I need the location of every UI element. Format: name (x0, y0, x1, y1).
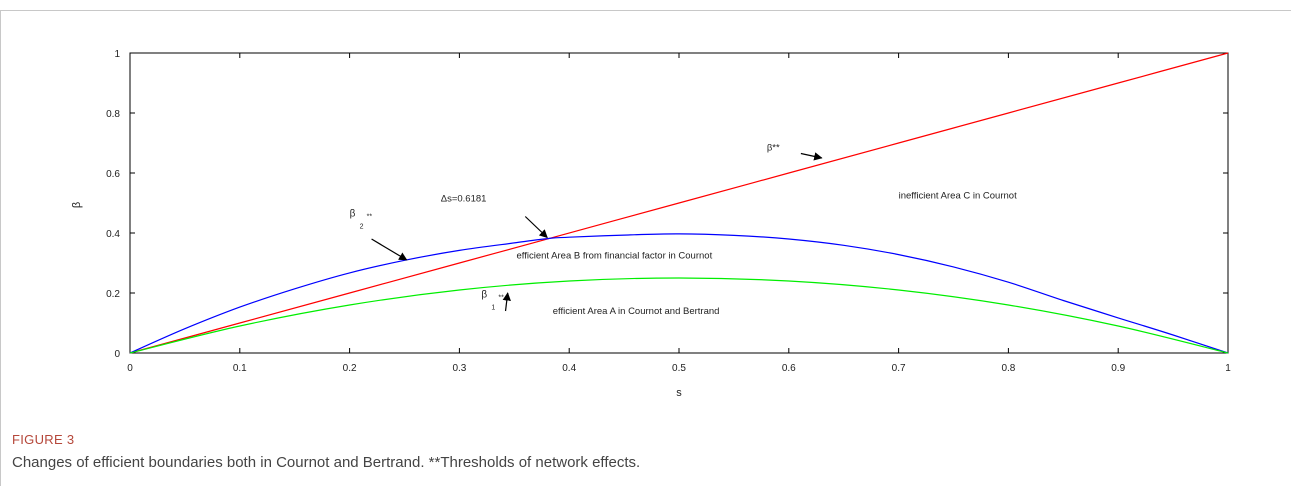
x-tick-label: 0.6 (782, 363, 796, 374)
y-tick-label: 1 (114, 49, 120, 60)
annotations-group: β**Δs=0.6181 inefficient Area C in Courno… (350, 143, 1017, 318)
arrows-group (371, 152, 823, 312)
figure-frame (0, 10, 1291, 486)
x-tick-label: 0.3 (452, 363, 466, 374)
beta-subscript: 2 (360, 224, 364, 231)
beta-superscript: ** (498, 295, 504, 302)
figure-label: FIGURE 3 (12, 432, 75, 447)
beta-subscript: 1 (491, 305, 495, 312)
x-tick-label: 0.1 (233, 363, 247, 374)
x-tick-label: 0.9 (1111, 363, 1125, 374)
series-green-curve (129, 277, 1229, 354)
y-tick-label: 0.6 (106, 169, 120, 180)
annotation-text: inefficient Area C in Cournot (899, 191, 1017, 202)
annotation-text: efficient Area B from financial factor i… (516, 251, 712, 262)
figure-caption: Changes of efficient boundaries both in … (12, 454, 641, 471)
x-tick-label: 0.4 (562, 363, 576, 374)
y-axis-label: β (71, 202, 83, 208)
series-red-line (129, 52, 1229, 354)
beta-label: β (481, 290, 487, 301)
series-group (129, 52, 1229, 354)
annotation-arrow (800, 152, 823, 161)
x-axis-label: s (676, 387, 682, 399)
x-tick-label: 1 (1225, 363, 1231, 374)
y-tick-label: 0.4 (106, 229, 120, 240)
annotation-text: Δs=0.6181 (441, 194, 487, 205)
annotation-arrow (524, 216, 548, 239)
x-tick-label: 0.5 (672, 363, 686, 374)
annotation-arrow (371, 238, 408, 261)
x-tick-label: 0.8 (1001, 363, 1015, 374)
x-tick-label: 0 (127, 363, 133, 374)
series-blue-curve (129, 233, 1229, 354)
annotation-text: efficient Area A in Cournot and Bertrand (553, 306, 720, 317)
line-chart: 0 0.1 0.2 0.3 0.4 0.5 0.6 0.7 0.8 0.9 1 0 0.2 0.4 0.6 0… (71, 49, 1231, 399)
annotation-text: β** (767, 143, 780, 154)
y-tick-label: 0.2 (106, 289, 120, 300)
annotation-arrow (502, 292, 511, 312)
x-tick-label: 0.7 (892, 363, 906, 374)
beta-superscript: ** (367, 214, 373, 221)
x-tick-label: 0.2 (343, 363, 357, 374)
y-tick-label: 0.8 (106, 109, 120, 120)
axis-ticks: 0 0.1 0.2 0.3 0.4 0.5 0.6 0.7 0.8 0.9 1 0 0.2 0.4 0.6 0… (106, 49, 1231, 374)
y-tick-label: 0 (114, 349, 120, 360)
beta-label: β (350, 209, 356, 220)
